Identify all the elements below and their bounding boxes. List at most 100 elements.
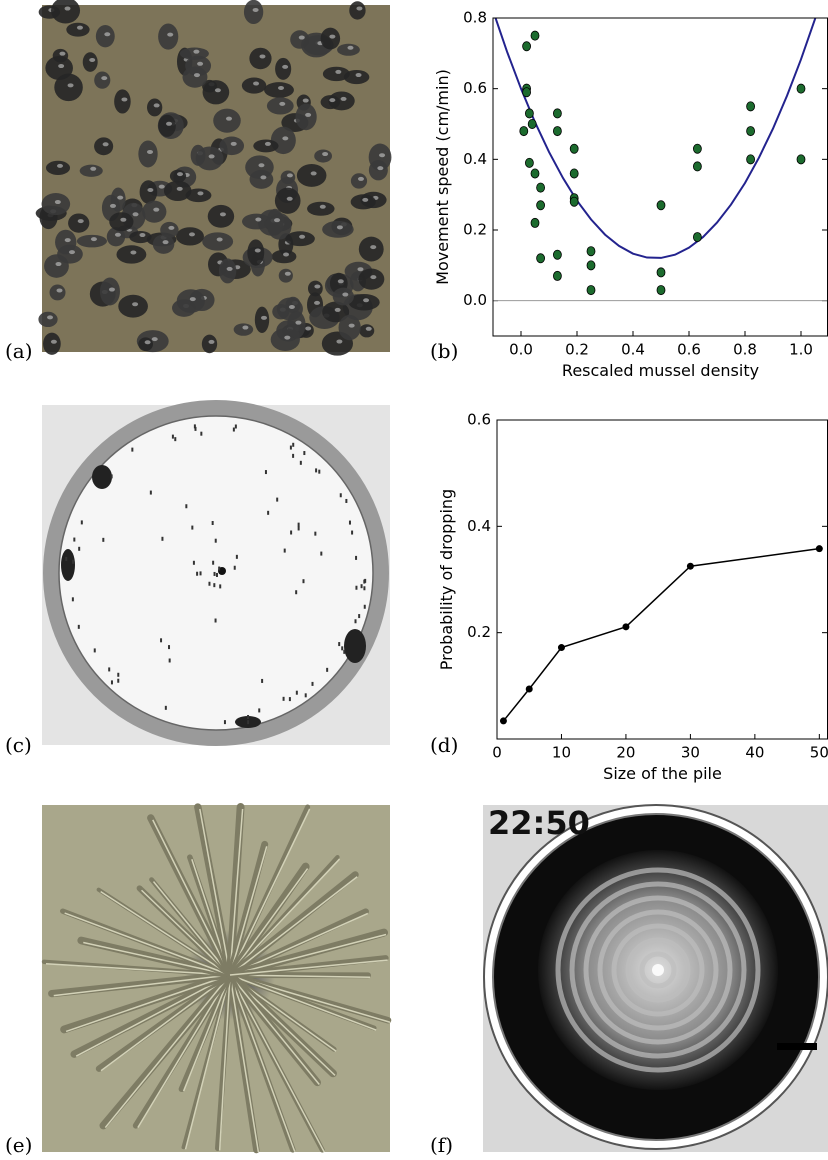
point <box>693 232 701 241</box>
photo-time: 22:50 <box>488 804 590 842</box>
x-axis-label: Size of the pile <box>603 764 722 783</box>
speck <box>258 708 260 712</box>
mussel-clump <box>116 245 146 263</box>
mussel-highlight <box>68 83 74 87</box>
mussel-clump <box>285 231 315 246</box>
marker <box>500 717 507 724</box>
mussel-clump <box>118 295 148 318</box>
speck <box>267 511 269 515</box>
speck <box>247 715 249 719</box>
mussel-highlight <box>154 103 160 107</box>
mussel-highlight <box>283 253 289 257</box>
point <box>537 201 545 210</box>
mussel-highlight <box>370 245 376 249</box>
mussel-clump <box>351 173 367 188</box>
mussel-clump <box>83 52 98 72</box>
mussel-highlight <box>287 173 293 177</box>
mussel-highlight <box>208 340 214 344</box>
point <box>531 169 539 178</box>
panel-label: (d) <box>430 733 458 757</box>
mussel-clump <box>279 269 293 283</box>
y-tick-label: 0.4 <box>463 150 487 168</box>
point <box>570 169 578 178</box>
speck <box>298 526 300 530</box>
mussel-clump <box>314 150 332 163</box>
mussel-clump <box>142 201 166 223</box>
point <box>531 218 539 227</box>
mussel-clump <box>100 278 120 306</box>
mussel-highlight <box>358 177 364 181</box>
y-tick-label: 0.8 <box>463 9 487 27</box>
marker <box>558 644 565 651</box>
mussel-clump <box>349 1 365 19</box>
speck <box>185 504 187 508</box>
speck <box>224 720 226 724</box>
mussel-highlight <box>133 212 139 216</box>
mussel-highlight <box>274 218 280 222</box>
speck <box>355 619 357 623</box>
speck <box>216 573 218 577</box>
speck <box>108 667 110 671</box>
x-tick-label: 50 <box>810 744 828 762</box>
mussel-highlight <box>69 250 75 254</box>
point <box>587 285 595 294</box>
speck <box>212 561 214 565</box>
speck <box>174 437 176 441</box>
speck <box>81 520 83 524</box>
speck <box>191 526 193 530</box>
mussel-clump <box>77 235 107 248</box>
mussel-highlight <box>58 64 64 68</box>
point <box>587 247 595 256</box>
mussel-highlight <box>322 152 328 156</box>
mussel-clump <box>295 104 316 131</box>
mussel-highlight <box>177 187 183 191</box>
speck <box>102 538 104 542</box>
mussel-clump <box>109 212 133 231</box>
mussel-clump <box>140 180 158 204</box>
y-tick-label: 0.2 <box>467 623 491 641</box>
point <box>747 102 755 111</box>
point <box>523 88 531 97</box>
mussel-highlight <box>193 50 199 54</box>
speck <box>343 650 345 654</box>
mussel-clump <box>339 315 361 340</box>
mussel-highlight <box>258 163 264 167</box>
mussel-highlight <box>278 86 284 90</box>
speck <box>290 446 292 450</box>
panel-label: (c) <box>5 733 32 757</box>
point <box>553 271 561 280</box>
mussel-highlight <box>226 117 232 121</box>
speck <box>355 556 357 560</box>
speck <box>295 590 297 594</box>
mussel-highlight <box>314 284 320 288</box>
y-axis-label: Probability of dropping <box>437 489 456 670</box>
mussel-highlight <box>363 298 369 302</box>
speck <box>111 680 113 684</box>
mussel-clump <box>38 312 57 327</box>
marker <box>687 563 694 570</box>
speck <box>168 645 170 649</box>
y-tick-label: 0.6 <box>463 79 487 97</box>
mussel-clump <box>208 205 234 228</box>
speck <box>318 470 320 474</box>
mussel-highlight <box>295 321 301 325</box>
mussel-highlight <box>299 235 305 239</box>
mussel-clump <box>45 56 73 80</box>
speck <box>351 531 353 535</box>
mussel-clump <box>43 333 61 355</box>
mussel-clump <box>177 289 205 313</box>
mussel-clump <box>275 188 301 214</box>
mussel-highlight <box>139 233 145 237</box>
mussel-highlight <box>120 218 126 222</box>
speck <box>283 697 285 701</box>
mussel-clump <box>244 0 263 24</box>
speck <box>290 531 292 535</box>
mussel-highlight <box>259 54 265 58</box>
mussel-clump <box>94 137 113 155</box>
mussel-clump <box>96 25 115 47</box>
point <box>587 261 595 270</box>
panel-label: (f) <box>430 1133 453 1157</box>
mussel-highlight <box>341 97 347 101</box>
mussel-highlight <box>305 326 311 330</box>
